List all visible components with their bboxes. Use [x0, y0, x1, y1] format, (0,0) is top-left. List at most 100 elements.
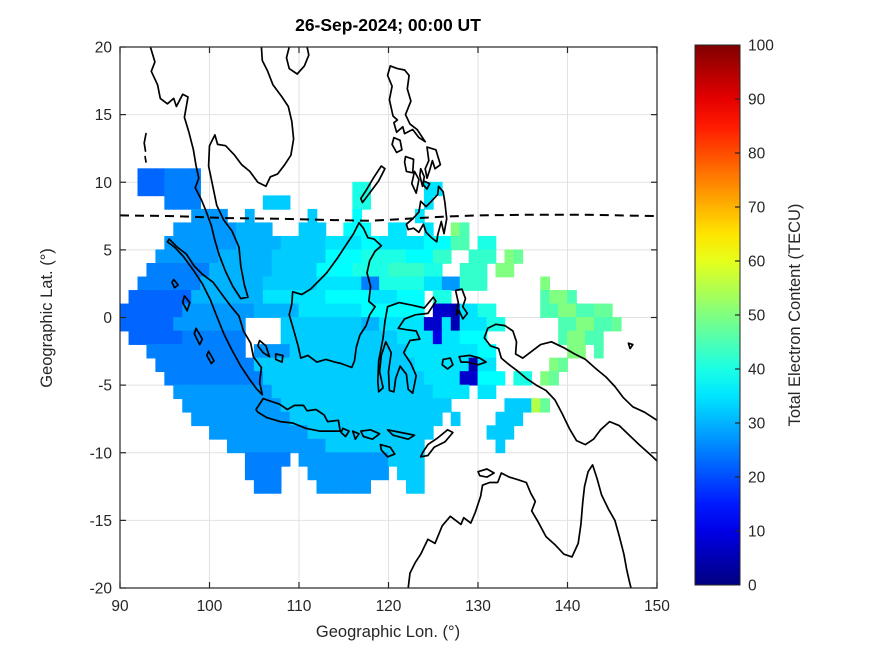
- tec-cell: [262, 249, 273, 264]
- tec-cell: [289, 235, 300, 251]
- tec-cell: [164, 276, 175, 291]
- tec-cell: [262, 290, 273, 305]
- tec-cell: [280, 290, 291, 305]
- tec-cell: [414, 208, 425, 224]
- coastline-siberut: [193, 327, 204, 346]
- tec-cell: [235, 384, 246, 400]
- tec-cell: [352, 411, 363, 427]
- tec-cell: [271, 411, 282, 427]
- tec-cell: [164, 303, 175, 318]
- tec-cell: [486, 357, 497, 372]
- coastline-halmahera: [454, 288, 469, 320]
- tec-cell: [361, 303, 371, 318]
- tec-cell: [280, 438, 291, 454]
- coastline-bali: [340, 427, 350, 438]
- tec-cell: [173, 168, 184, 183]
- coastline-sulawesi: [376, 296, 437, 395]
- tec-cell: [397, 357, 407, 372]
- tec-cell: [235, 371, 246, 386]
- tec-cell: [441, 384, 452, 400]
- tec-cell: [262, 371, 273, 386]
- tec-cell: [388, 290, 398, 305]
- tec-cell: [549, 371, 559, 386]
- tec-cell: [325, 330, 336, 345]
- tec-cell: [414, 452, 425, 467]
- tec-cell: [280, 357, 291, 372]
- tec-cell: [173, 371, 184, 386]
- tec-cell: [298, 263, 309, 278]
- tec-cell: [244, 263, 255, 278]
- tec-cell: [423, 249, 434, 264]
- tec-cell: [209, 384, 219, 400]
- tec-cell: [307, 384, 318, 400]
- tec-cell: [459, 317, 470, 332]
- tec-cell: [325, 438, 336, 454]
- plot-title: 26-Sep-2024; 00:00 UT: [295, 15, 481, 35]
- x-tick-label: 140: [555, 598, 581, 615]
- tec-cell: [262, 222, 273, 237]
- tec-cell: [477, 384, 488, 400]
- tec-cell: [200, 384, 210, 400]
- tec-cell: [432, 303, 443, 318]
- tec-cell: [227, 384, 237, 400]
- tec-cell: [120, 303, 130, 318]
- x-tick-label: 110: [287, 598, 312, 615]
- tec-cell: [137, 276, 148, 291]
- tec-cell: [173, 317, 184, 332]
- tec-cell: [441, 330, 452, 345]
- tec-cell: [289, 371, 300, 386]
- tec-cell: [191, 235, 201, 251]
- tec-cell: [477, 263, 488, 278]
- tec-cell: [477, 317, 488, 332]
- tec-cell: [486, 303, 497, 318]
- tec-cell: [244, 290, 255, 305]
- tec-cell: [173, 249, 184, 264]
- tec-cell: [191, 249, 201, 264]
- tec-cell: [325, 479, 336, 494]
- tec-cell: [549, 357, 559, 372]
- tec-cell: [307, 425, 318, 440]
- tec-cell: [540, 276, 550, 291]
- tec-cell: [316, 438, 327, 454]
- tec-cell: [343, 263, 354, 278]
- tec-cell: [370, 411, 380, 427]
- tec-cell: [361, 330, 371, 345]
- coastline-mindanao: [405, 185, 448, 243]
- tec-cell: [334, 398, 345, 413]
- tec-cell: [191, 290, 201, 305]
- tec-cell: [361, 290, 371, 305]
- tec-cell: [406, 290, 416, 305]
- tec-cell: [253, 290, 264, 305]
- tec-cell: [182, 344, 192, 359]
- coastline-andaman-2: [144, 155, 147, 163]
- tec-cell: [128, 317, 139, 332]
- tec-cell: [289, 330, 300, 345]
- tec-cell: [585, 317, 595, 332]
- tec-cell: [289, 438, 300, 454]
- tec-cell: [280, 263, 291, 278]
- tec-cell: [235, 438, 246, 454]
- tec-cell: [352, 438, 363, 454]
- tec-cell: [334, 357, 345, 372]
- tec-cell: [227, 411, 237, 427]
- tec-cell: [227, 425, 237, 440]
- coastline-borneo: [288, 221, 383, 369]
- tec-cell: [406, 235, 416, 251]
- tec-cell: [289, 344, 300, 359]
- tec-cell: [316, 263, 327, 278]
- tec-cell: [155, 249, 166, 264]
- tec-cell: [271, 438, 282, 454]
- tec-cell: [325, 384, 336, 400]
- tec-cell: [352, 452, 363, 467]
- tec-cell: [468, 344, 479, 359]
- tec-cell: [298, 235, 309, 251]
- tec-cell: [173, 290, 184, 305]
- tec-cell: [423, 263, 434, 278]
- tec-cell: [325, 235, 336, 251]
- tec-cell: [477, 357, 488, 372]
- coastline-melville: [477, 468, 495, 478]
- tec-cell: [370, 290, 380, 305]
- y-axis-label: Geographic Lat. (°): [38, 248, 56, 388]
- tec-cell: [334, 303, 345, 318]
- tec-cell: [244, 398, 255, 413]
